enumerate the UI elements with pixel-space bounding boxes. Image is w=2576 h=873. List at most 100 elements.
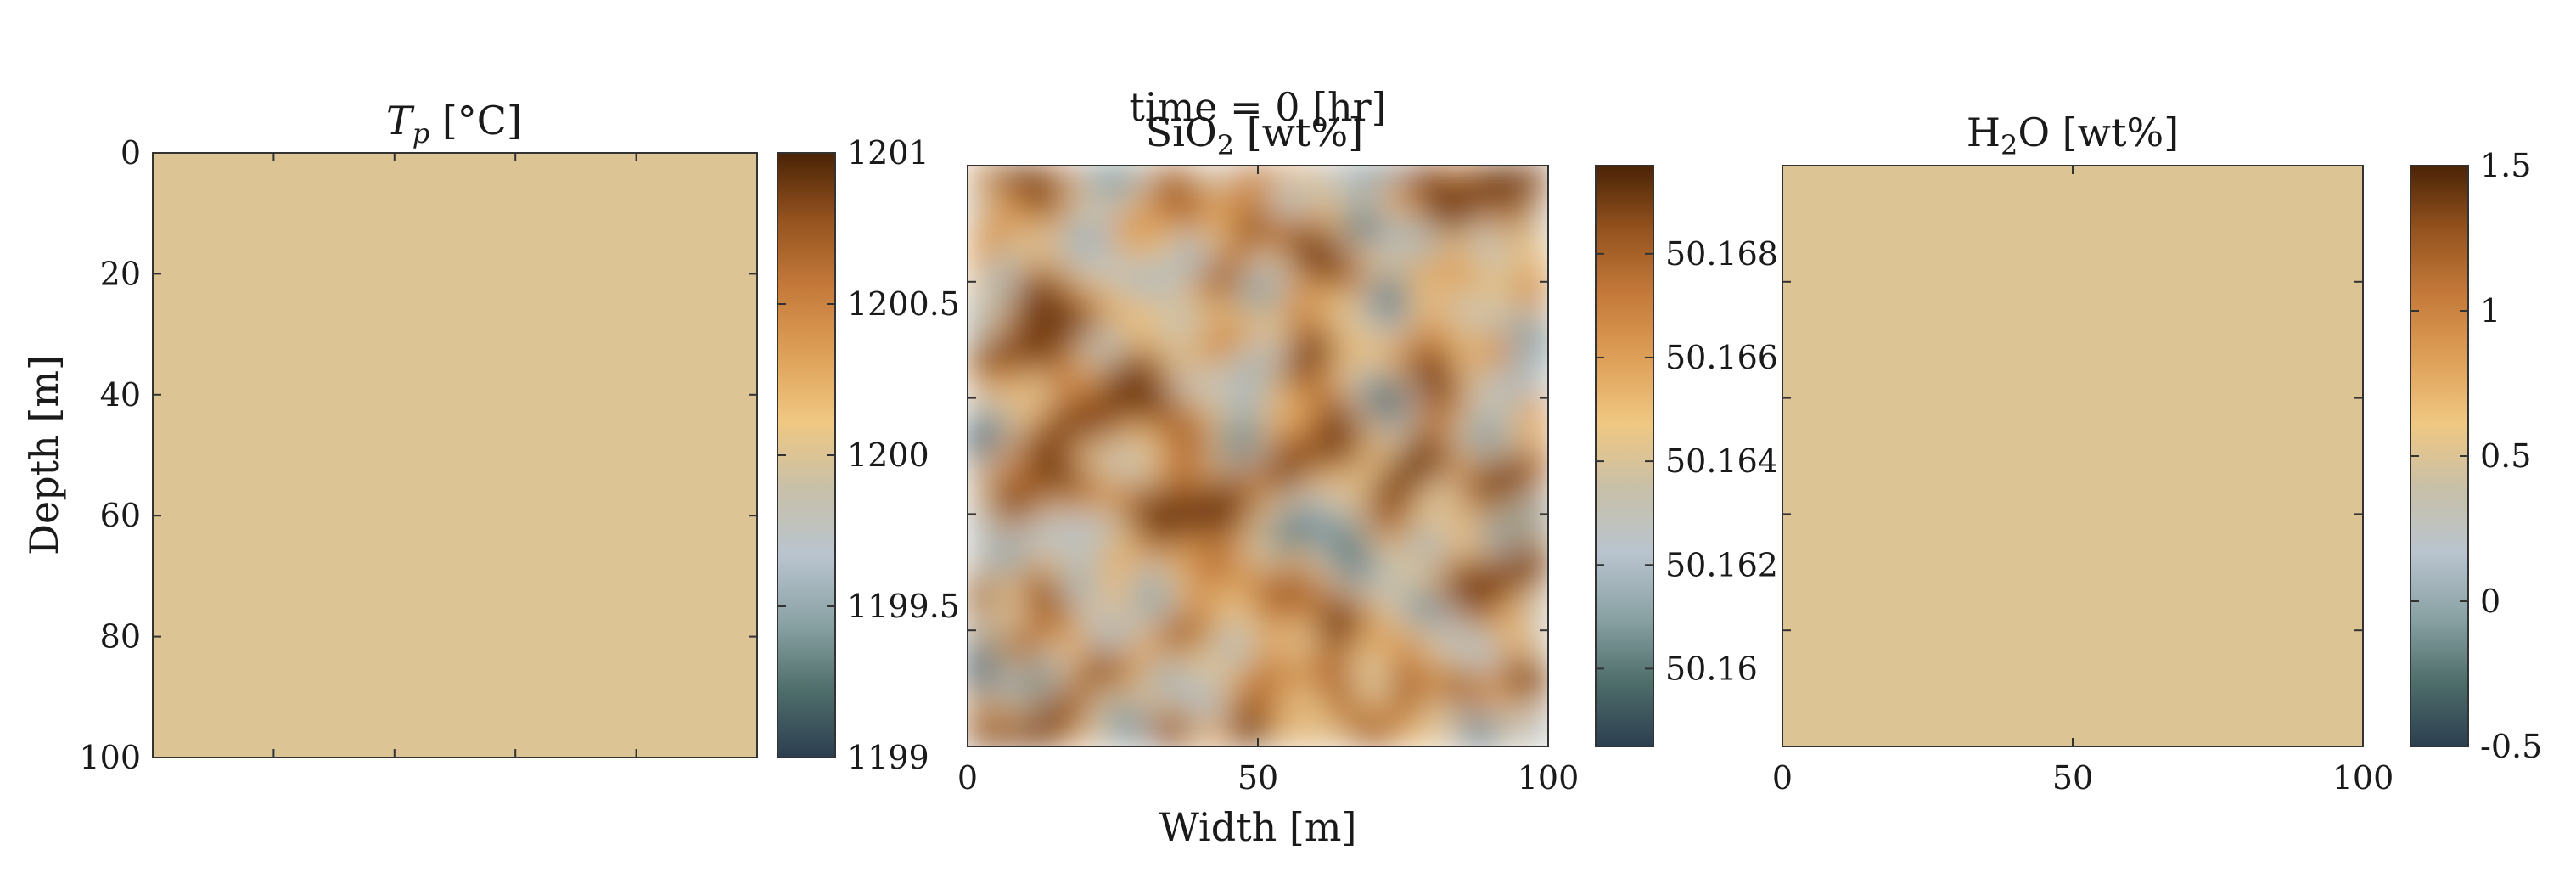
heatmap-cell bbox=[1354, 734, 1367, 746]
heatmap-cell bbox=[1015, 286, 1029, 300]
heatmap-cell bbox=[1233, 358, 1247, 372]
heatmap-cell bbox=[1282, 262, 1295, 275]
heatmap-cell bbox=[991, 552, 1005, 566]
heatmap-cell bbox=[1414, 528, 1428, 542]
heatmap-cell bbox=[1003, 395, 1017, 408]
heatmap-cell bbox=[1040, 589, 1053, 602]
heatmap-cell bbox=[1378, 322, 1392, 335]
heatmap-cell bbox=[1197, 540, 1210, 554]
heatmap-cell bbox=[1075, 262, 1089, 275]
heatmap-cell bbox=[1221, 250, 1234, 263]
heatmap-cell bbox=[1052, 515, 1065, 529]
heatmap-cell bbox=[1221, 346, 1234, 360]
heatmap-cell bbox=[1003, 709, 1017, 723]
heatmap-cell bbox=[1112, 552, 1125, 566]
heatmap-cell bbox=[1052, 661, 1065, 674]
heatmap-cell bbox=[1112, 515, 1125, 529]
heatmap-cell bbox=[1015, 564, 1029, 577]
heatmap-cell bbox=[1221, 480, 1234, 493]
heatmap-cell bbox=[1317, 637, 1331, 651]
heatmap-cell bbox=[1499, 443, 1512, 457]
heatmap-cell bbox=[1487, 286, 1501, 300]
heatmap-cell bbox=[1148, 552, 1162, 566]
heatmap-cell bbox=[1112, 504, 1125, 517]
heatmap-cell bbox=[1390, 492, 1404, 505]
heatmap-cell bbox=[1075, 540, 1089, 554]
heatmap-cell bbox=[1475, 286, 1489, 300]
heatmap-cell bbox=[1185, 625, 1198, 639]
heatmap-cell bbox=[1172, 673, 1186, 687]
heatmap-cell bbox=[1451, 286, 1464, 300]
heatmap-cell bbox=[1294, 564, 1307, 577]
heatmap-cell bbox=[1088, 298, 1102, 312]
heatmap-cell bbox=[1282, 322, 1295, 335]
heatmap-cell bbox=[1160, 504, 1174, 517]
heatmap-cell bbox=[1064, 346, 1077, 360]
heatmap-cell bbox=[1075, 358, 1089, 372]
heatmap-cell bbox=[1390, 335, 1404, 348]
colorbar-tick-label: 1 bbox=[2480, 292, 2500, 329]
heatmap-cell bbox=[1414, 213, 1428, 227]
heatmap-cell bbox=[1003, 358, 1017, 372]
heatmap-cell bbox=[1414, 625, 1428, 639]
heatmap-cell bbox=[1354, 552, 1367, 566]
heatmap-cell bbox=[1112, 722, 1125, 735]
heatmap-cell bbox=[1257, 370, 1271, 384]
heatmap-cell bbox=[1209, 467, 1222, 481]
heatmap-cell bbox=[1499, 697, 1512, 711]
heatmap-cell bbox=[1451, 480, 1464, 493]
heatmap-cell bbox=[1354, 612, 1367, 626]
heatmap-cell bbox=[1064, 528, 1077, 542]
heatmap-cell bbox=[1124, 250, 1137, 263]
heatmap-cell bbox=[1414, 455, 1428, 469]
heatmap-cell bbox=[1294, 310, 1307, 324]
heatmap-cell bbox=[1112, 419, 1125, 432]
heatmap-cell bbox=[991, 612, 1005, 626]
heatmap-cell bbox=[1511, 467, 1524, 481]
heatmap-cell bbox=[1075, 455, 1089, 469]
heatmap-cell bbox=[1427, 577, 1440, 590]
heatmap-cell bbox=[1439, 273, 1452, 287]
heatmap-cell bbox=[1330, 262, 1344, 275]
heatmap-cell bbox=[1088, 407, 1102, 420]
heatmap-cell bbox=[1305, 166, 1319, 178]
heatmap-cell bbox=[1245, 467, 1259, 481]
heatmap-cell bbox=[1040, 661, 1053, 674]
heatmap-cell bbox=[1342, 625, 1355, 639]
heatmap-cell bbox=[1257, 407, 1271, 420]
heatmap-cell bbox=[1040, 322, 1053, 335]
heatmap-cell bbox=[1075, 395, 1089, 408]
heatmap-cell bbox=[1414, 395, 1428, 408]
heatmap-cell bbox=[1257, 346, 1271, 360]
heatmap-cell bbox=[1305, 273, 1319, 287]
heatmap-cell bbox=[1209, 201, 1222, 215]
heatmap-cell bbox=[1040, 697, 1053, 711]
heatmap-cell bbox=[1040, 515, 1053, 529]
heatmap-cell bbox=[1124, 492, 1137, 505]
heatmap-cell bbox=[1197, 649, 1210, 662]
heatmap-cell bbox=[1245, 480, 1259, 493]
heatmap-cell bbox=[1305, 262, 1319, 275]
heatmap-cell bbox=[1282, 709, 1295, 723]
heatmap-cell bbox=[1330, 577, 1344, 590]
heatmap-cell bbox=[1439, 564, 1452, 577]
heatmap-cell bbox=[1269, 504, 1282, 517]
heatmap-cell bbox=[1390, 612, 1404, 626]
heatmap-cell bbox=[1524, 166, 1537, 178]
heatmap-cell bbox=[1390, 310, 1404, 324]
heatmap-cell bbox=[1439, 407, 1452, 420]
heatmap-cell bbox=[1487, 238, 1501, 251]
heatmap-cell bbox=[1294, 286, 1307, 300]
heatmap-cell bbox=[1100, 238, 1114, 251]
heatmap-cell bbox=[979, 504, 992, 517]
heatmap-cell bbox=[1451, 467, 1464, 481]
heatmap-cell bbox=[1245, 262, 1259, 275]
heatmap-cell bbox=[1511, 455, 1524, 469]
heatmap-cell bbox=[979, 322, 992, 335]
heatmap-cell bbox=[1221, 649, 1234, 662]
heatmap-cell bbox=[1499, 310, 1512, 324]
heatmap-cell bbox=[1366, 383, 1379, 397]
heatmap-cell bbox=[1003, 201, 1017, 215]
heatmap-cell bbox=[1282, 346, 1295, 360]
heatmap-cell bbox=[991, 722, 1005, 735]
